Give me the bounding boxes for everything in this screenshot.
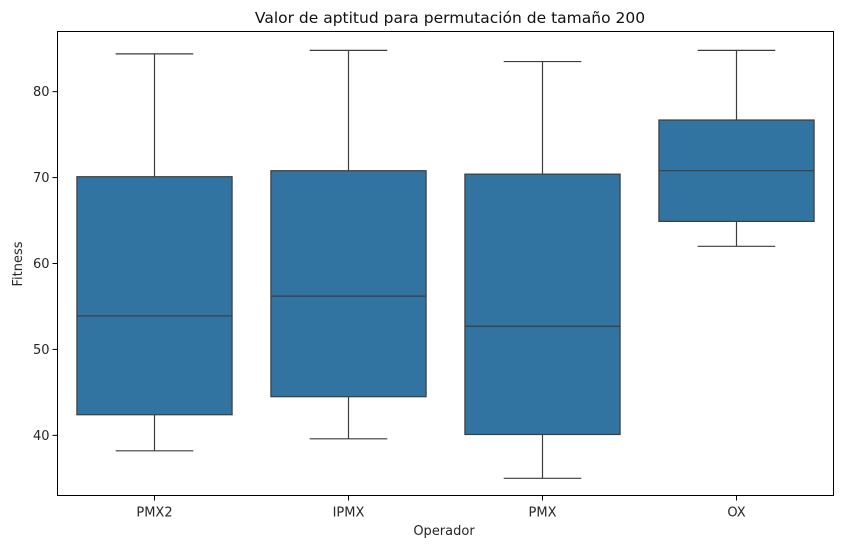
chart-title: Valor de aptitud para permutación de tam… <box>255 9 645 27</box>
plot-frame <box>57 31 834 496</box>
y-tick-label: 70 <box>33 171 50 186</box>
x-tick-label: IPMX <box>333 506 365 521</box>
plot-area: 40 50 60 70 80 PMX2 IPMX PMX OX <box>33 49 815 521</box>
y-tick-label: 80 <box>33 85 50 100</box>
x-tick-label: OX <box>727 506 745 521</box>
x-tick-label: PMX <box>529 506 557 521</box>
iqr-box <box>464 173 621 436</box>
x-axis-label: Operador <box>413 524 475 539</box>
y-tick-label: 40 <box>33 429 50 444</box>
y-tick-label: 60 <box>33 257 50 272</box>
y-tick-label: 50 <box>33 343 50 358</box>
x-tick-label: PMX2 <box>136 506 172 521</box>
iqr-box <box>76 176 233 416</box>
y-axis-label: Fitness <box>11 241 26 286</box>
iqr-box <box>270 170 427 398</box>
